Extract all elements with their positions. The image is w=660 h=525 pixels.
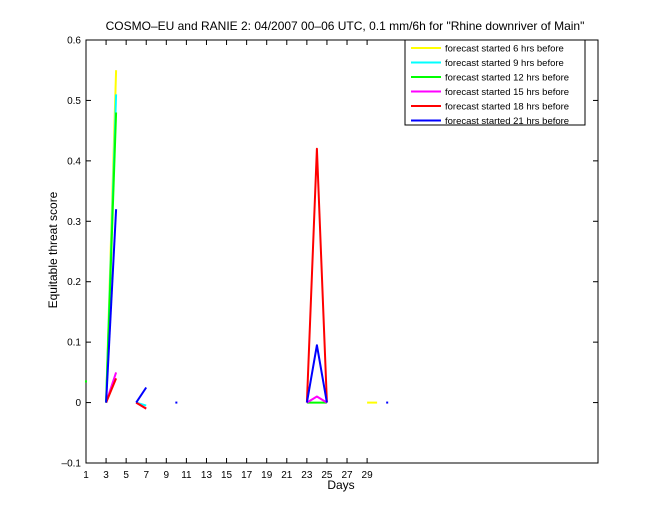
y-tick-label: 0.6	[67, 36, 81, 47]
x-tick-label: 9	[164, 470, 170, 481]
legend-label: forecast started 6 hrs before	[445, 44, 564, 55]
y-axis-label: Equitable threat score	[46, 191, 60, 308]
x-tick-label: 27	[341, 470, 353, 481]
x-tick-label: 15	[221, 470, 233, 481]
series-line-segment	[135, 386, 148, 404]
series-line-segment	[305, 344, 328, 403]
x-tick-label: 1	[83, 470, 89, 481]
y-tick-label: 0.3	[67, 217, 81, 228]
series-line-segment	[105, 378, 118, 403]
series-lines	[85, 70, 389, 410]
series-5	[105, 147, 328, 410]
y-tick-label: 0.2	[67, 277, 81, 288]
series-6	[105, 209, 389, 404]
legend-label: forecast started 9 hrs before	[445, 58, 564, 69]
tick-labels: 1 3 5 7 9 11 13 15 17 19 21 23 25 27 29–0.100.10.20.30…	[62, 36, 374, 482]
y-tick-label: 0.1	[67, 338, 81, 349]
series-line-segment	[135, 401, 147, 410]
series-line-segment	[305, 147, 328, 403]
y-tick-label: –0.1	[62, 459, 82, 470]
x-tick-label: 25	[321, 470, 333, 481]
series-line-segment	[105, 209, 118, 403]
series-line-segment	[306, 395, 328, 404]
legend-label: forecast started 15 hrs before	[445, 87, 569, 98]
tick-marks	[85, 39, 598, 464]
x-tick-label: 29	[362, 470, 374, 481]
x-tick-label: 3	[103, 470, 109, 481]
x-tick-label: 13	[201, 470, 213, 481]
x-tick-label: 11	[181, 470, 192, 481]
x-axis-label: Days	[327, 478, 354, 492]
legend-box	[404, 39, 586, 126]
legend: forecast started 6 hrs before forecast st…	[404, 39, 586, 127]
y-tick-label: 0.4	[67, 156, 81, 167]
y-tick-label: 0	[75, 398, 81, 409]
x-tick-label: 21	[281, 470, 293, 481]
x-tick-label: 23	[301, 470, 313, 481]
y-tick-label: 0.5	[67, 96, 81, 107]
chart-title: COSMO–EU and RANIE 2: 04/2007 00–06 UTC,…	[106, 19, 585, 33]
x-tick-label: 19	[261, 470, 273, 481]
x-tick-label: 7	[143, 470, 149, 481]
legend-label: forecast started 18 hrs before	[445, 102, 569, 113]
x-tick-label: 5	[123, 470, 129, 481]
legend-label: forecast started 12 hrs before	[445, 73, 569, 84]
x-tick-label: 17	[241, 470, 253, 481]
legend-label: forecast started 21 hrs before	[445, 116, 569, 127]
